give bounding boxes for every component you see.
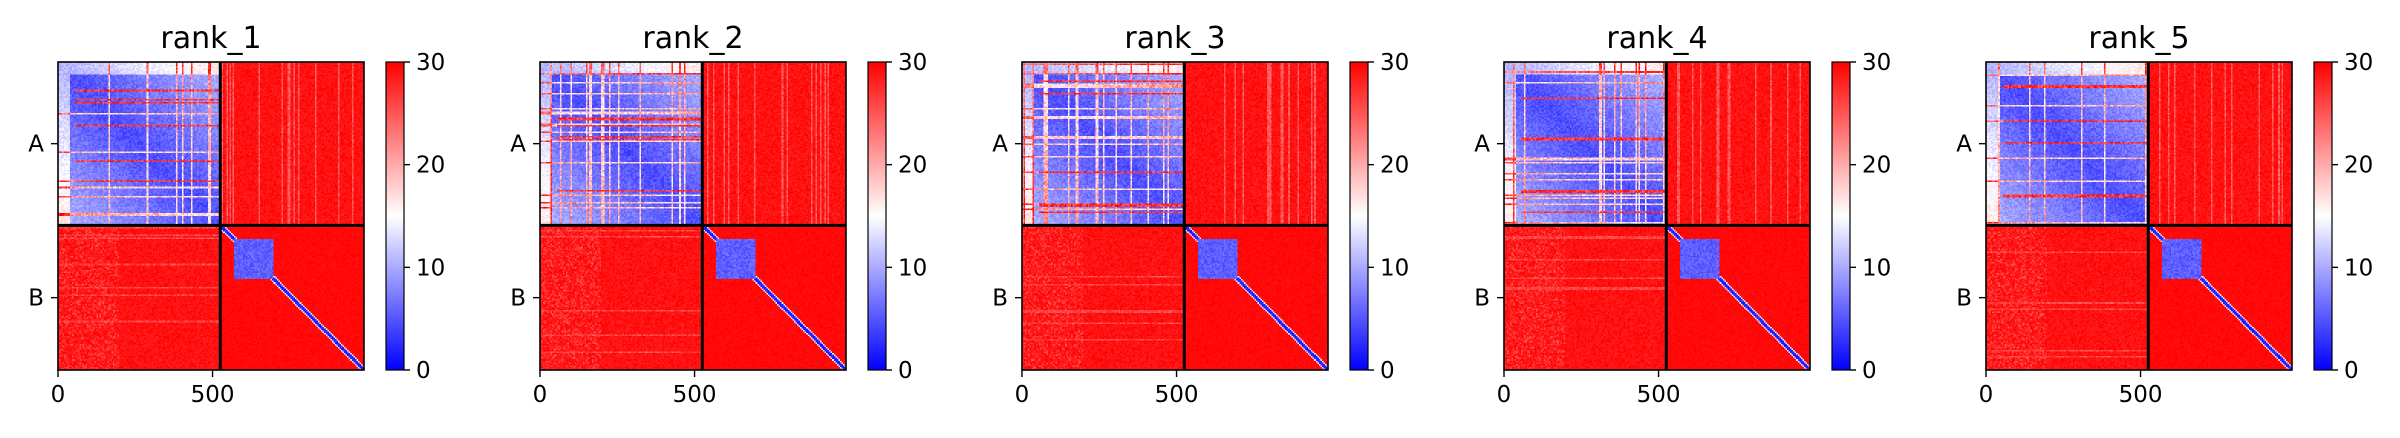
panel-title: rank_4 — [1606, 21, 1707, 56]
x-tick-label: 0 — [1979, 382, 1994, 408]
x-tick-label: 0 — [533, 382, 548, 408]
heatmap-image — [1986, 62, 2292, 370]
panel-title: rank_5 — [2088, 21, 2189, 56]
colorbar-tick-label: 10 — [416, 255, 445, 281]
x-tick-label: 0 — [1015, 382, 1030, 408]
heatmap-cells — [58, 62, 364, 370]
colorbar — [1350, 62, 1368, 370]
colorbar-tick-label: 10 — [1380, 255, 1409, 281]
chain-label-b: B — [1474, 286, 1490, 312]
panel-title: rank_3 — [1124, 21, 1225, 56]
colorbar-tick-label: 10 — [2344, 255, 2373, 281]
colorbar-frame — [867, 61, 887, 371]
colorbar-tick-label: 0 — [898, 358, 913, 384]
plot-frame — [1503, 61, 1811, 371]
colorbar-tick-label: 10 — [1862, 255, 1891, 281]
heatmap-image — [540, 62, 846, 370]
panel-1: rank_1 0 500 A B 0 10 20 30 — [28, 21, 445, 408]
panel-3: rank_3 0 500 A B 0 10 20 30 — [992, 21, 1409, 408]
heatmap-cells — [1022, 62, 1328, 370]
x-tick-label: 500 — [1155, 382, 1199, 408]
colorbar-tick-label: 20 — [1862, 153, 1891, 179]
x-tick-label: 0 — [51, 382, 66, 408]
panel-5: rank_5 0 500 A B 0 10 20 30 — [1956, 21, 2373, 408]
heatmap-cells — [540, 62, 846, 370]
panel-title: rank_1 — [160, 21, 261, 56]
colorbar-frame — [1349, 61, 1369, 371]
plot-frame — [539, 61, 847, 371]
colorbar-tick-label: 0 — [1862, 358, 1877, 384]
x-tick-label: 0 — [1497, 382, 1512, 408]
chain-label-a: A — [510, 132, 526, 158]
colorbar — [386, 62, 404, 370]
heatmap-image — [1022, 62, 1328, 370]
chain-label-a: A — [992, 132, 1008, 158]
plot-frame — [57, 61, 365, 371]
chain-label-a: A — [28, 132, 44, 158]
colorbar — [1832, 62, 1850, 370]
colorbar-frame — [1831, 61, 1851, 371]
colorbar-tick-label: 20 — [898, 153, 927, 179]
colorbar-tick-label: 30 — [898, 50, 927, 76]
panel-4: rank_4 0 500 A B 0 10 20 30 — [1474, 21, 1891, 408]
heatmap-cells — [1504, 62, 1810, 370]
x-tick-label: 500 — [1637, 382, 1681, 408]
chain-label-b: B — [28, 286, 44, 312]
colorbar-tick-label: 20 — [1380, 153, 1409, 179]
heatmap-cells — [1986, 62, 2292, 370]
chain-label-b: B — [1956, 286, 1972, 312]
panel-title: rank_2 — [642, 21, 743, 56]
chain-label-a: A — [1474, 132, 1490, 158]
heatmap-image — [58, 62, 364, 370]
colorbar-tick-label: 20 — [416, 153, 445, 179]
chain-label-b: B — [992, 286, 1008, 312]
panel-2: rank_2 0 500 A B 0 10 20 30 — [510, 21, 927, 408]
colorbar — [868, 62, 886, 370]
colorbar-tick-label: 0 — [2344, 358, 2359, 384]
colorbar-tick-label: 0 — [1380, 358, 1395, 384]
colorbar-frame — [2313, 61, 2333, 371]
colorbar-tick-label: 30 — [1380, 50, 1409, 76]
colorbar-tick-label: 30 — [1862, 50, 1891, 76]
colorbar-tick-label: 20 — [2344, 153, 2373, 179]
heatmap-image — [1504, 62, 1810, 370]
x-tick-label: 500 — [2119, 382, 2163, 408]
chain-label-a: A — [1956, 132, 1972, 158]
plot-frame — [1985, 61, 2293, 371]
chain-label-b: B — [510, 286, 526, 312]
x-tick-label: 500 — [191, 382, 235, 408]
plot-frame — [1021, 61, 1329, 371]
colorbar-tick-label: 30 — [2344, 50, 2373, 76]
colorbar-frame — [385, 61, 405, 371]
colorbar-tick-label: 10 — [898, 255, 927, 281]
colorbar-tick-label: 30 — [416, 50, 445, 76]
colorbar-tick-label: 0 — [416, 358, 431, 384]
colorbar — [2314, 62, 2332, 370]
x-tick-label: 500 — [673, 382, 717, 408]
